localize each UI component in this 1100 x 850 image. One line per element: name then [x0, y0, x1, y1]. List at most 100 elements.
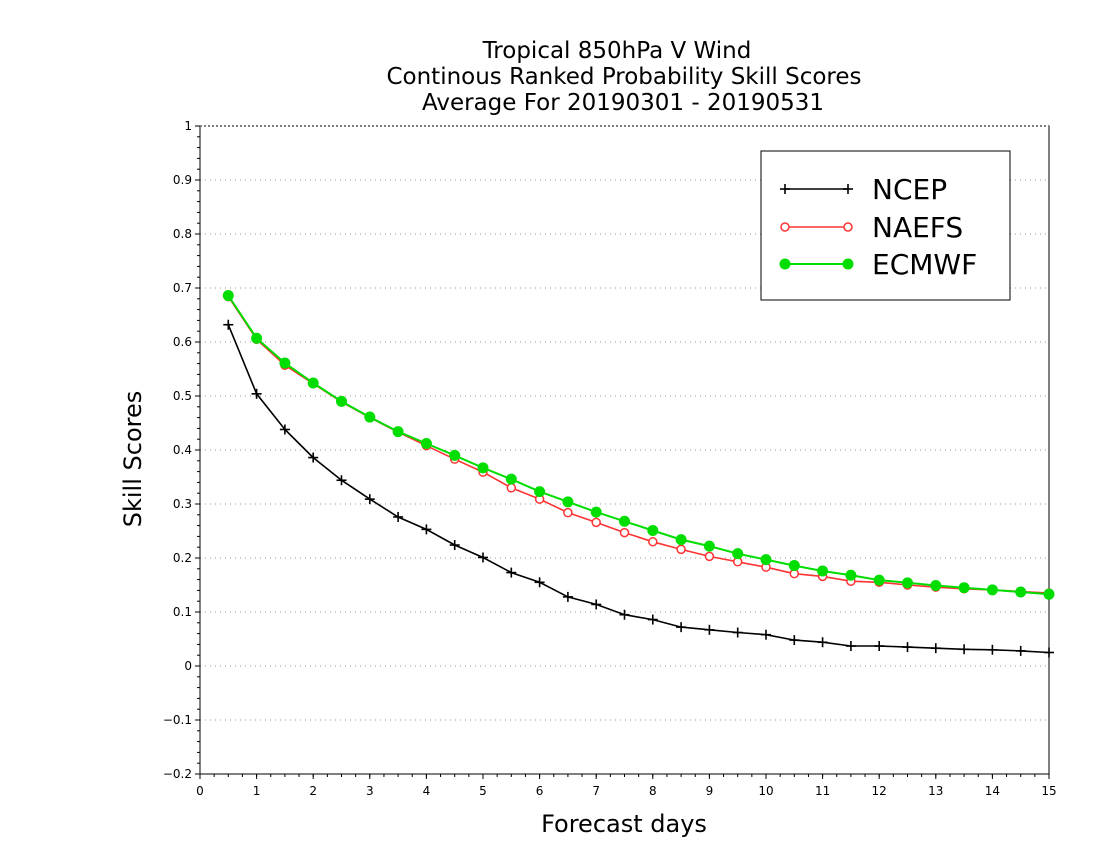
- marker-filled-circle: [958, 582, 970, 594]
- marker-filled-circle: [307, 377, 319, 389]
- marker-filled-circle: [732, 548, 744, 560]
- chart-title-line-3: Average For 20190301 - 20190531: [422, 90, 824, 116]
- y-tick-label: 0.4: [173, 443, 192, 457]
- legend-box: [760, 150, 1011, 301]
- marker-plus: [619, 609, 630, 620]
- marker-plus: [874, 641, 885, 652]
- x-tick-label: 5: [479, 784, 487, 798]
- marker-plus: [789, 635, 800, 646]
- marker-plus: [449, 540, 460, 551]
- y-tick-label: 0.5: [173, 389, 192, 403]
- marker-filled-circle: [1015, 586, 1027, 598]
- marker-plus: [336, 475, 347, 486]
- marker-plus: [647, 614, 658, 625]
- legend-label-ecmwf: ECMWF: [872, 248, 977, 281]
- marker-open-circle: [780, 222, 790, 232]
- series-layer: [222, 290, 1055, 658]
- marker-plus: [478, 552, 488, 563]
- y-tick-label: 0.6: [173, 335, 192, 349]
- marker-filled-circle: [279, 357, 291, 369]
- marker-filled-circle: [534, 486, 546, 498]
- marker-plus: [308, 452, 319, 463]
- marker-filled-circle: [1043, 588, 1055, 600]
- x-tick-label: 9: [706, 784, 714, 798]
- marker-filled-circle: [392, 426, 404, 438]
- x-tick-label: 13: [928, 784, 943, 798]
- marker-plus: [506, 567, 517, 578]
- marker-filled-circle: [590, 506, 602, 518]
- x-tick-label: 11: [815, 784, 830, 798]
- marker-filled-circle: [779, 258, 791, 270]
- x-tick-label: 12: [872, 784, 887, 798]
- marker-open-circle: [704, 551, 715, 562]
- marker-plus: [843, 184, 853, 194]
- x-tick-label: 0: [196, 784, 204, 798]
- legend: NCEP NAEFS ECMWF: [760, 150, 1011, 301]
- marker-open-circle: [648, 537, 658, 547]
- x-tick-label: 6: [536, 784, 544, 798]
- series-line-ecmwf: [227, 295, 1050, 596]
- marker-plus: [959, 644, 970, 655]
- marker-open-circle: [563, 507, 573, 518]
- marker-filled-circle: [251, 332, 263, 344]
- y-tick-label: 0.9: [173, 173, 192, 187]
- marker-plus: [223, 319, 234, 330]
- marker-filled-circle: [902, 577, 913, 589]
- marker-open-circle: [676, 544, 686, 555]
- marker-filled-circle: [619, 515, 630, 527]
- marker-filled-circle: [817, 565, 829, 577]
- series-ncep: [223, 319, 1054, 658]
- y-tick-label: 0.2: [173, 551, 192, 565]
- legend-entry-ecmwf: ECMWF: [779, 248, 977, 281]
- marker-filled-circle: [842, 258, 854, 270]
- marker-open-circle: [591, 517, 601, 528]
- x-axis-title: Forecast days: [541, 810, 707, 838]
- x-tick-label: 8: [649, 784, 657, 798]
- marker-plus: [817, 637, 828, 648]
- marker-filled-circle: [703, 540, 715, 552]
- marker-plus: [676, 622, 687, 633]
- marker-filled-circle: [675, 534, 687, 546]
- y-tick-label: 0.8: [173, 227, 192, 241]
- marker-plus: [780, 184, 790, 194]
- marker-plus: [534, 577, 545, 588]
- x-tick-label: 15: [1041, 784, 1056, 798]
- y-tick-label: −0.1: [163, 713, 192, 727]
- legend-label-ncep: NCEP: [872, 173, 947, 206]
- marker-filled-circle: [845, 569, 857, 581]
- marker-filled-circle: [505, 473, 517, 485]
- marker-filled-circle: [222, 290, 234, 302]
- y-tick-label: 1: [184, 119, 192, 133]
- marker-filled-circle: [986, 584, 998, 596]
- marker-plus: [930, 643, 941, 654]
- x-tick-label: 7: [592, 784, 600, 798]
- marker-plus: [251, 388, 262, 399]
- marker-filled-circle: [788, 560, 800, 572]
- marker-filled-circle: [760, 554, 772, 566]
- marker-plus: [279, 424, 290, 435]
- legend-entry-ncep: NCEP: [780, 173, 947, 206]
- y-tick-label: 0.3: [173, 497, 192, 511]
- marker-filled-circle: [873, 574, 885, 586]
- marker-filled-circle: [449, 449, 461, 461]
- x-tick-label: 2: [309, 784, 317, 798]
- marker-plus: [761, 629, 771, 640]
- y-tick-label: 0: [184, 659, 192, 673]
- legend-entry-naefs: NAEFS: [780, 211, 963, 244]
- marker-filled-circle: [420, 438, 432, 450]
- marker-filled-circle: [477, 462, 489, 474]
- marker-filled-circle: [562, 496, 574, 508]
- marker-open-circle: [843, 222, 853, 232]
- chart-title-line-1: Tropical 850hPa V Wind: [482, 38, 752, 64]
- legend-label-naefs: NAEFS: [872, 211, 963, 244]
- marker-filled-circle: [364, 411, 376, 423]
- marker-open-circle: [506, 483, 517, 493]
- marker-open-circle: [619, 527, 630, 538]
- x-tick-label: 1: [253, 784, 261, 798]
- marker-filled-circle: [336, 395, 347, 407]
- marker-plus: [1044, 647, 1054, 658]
- marker-plus: [562, 591, 573, 602]
- series-line-naefs: [227, 296, 1050, 594]
- marker-plus: [704, 624, 715, 635]
